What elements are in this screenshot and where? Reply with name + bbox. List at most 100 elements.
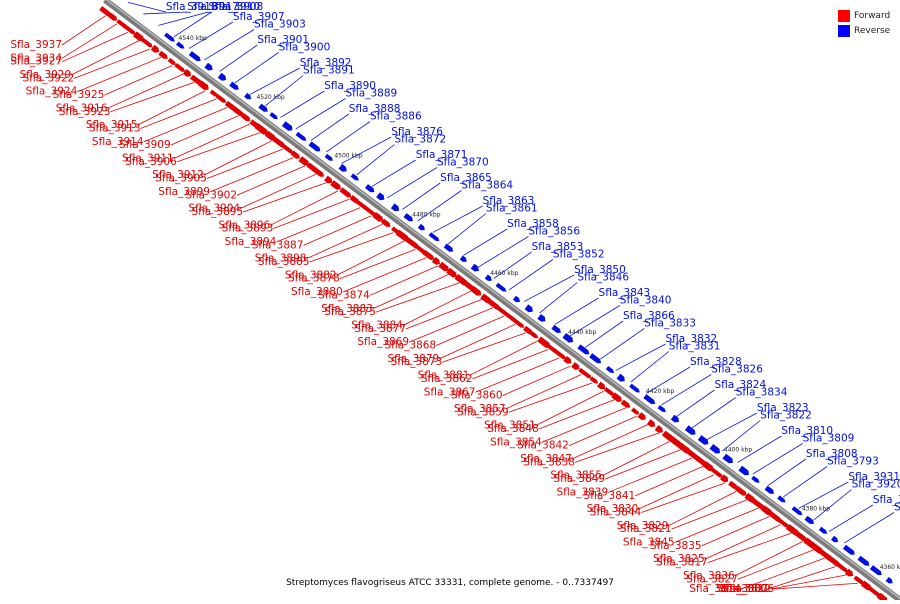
reverse-gene <box>831 535 839 543</box>
reverse-gene-label: Sfla_3808 <box>806 448 858 460</box>
reverse-leader-line <box>706 412 758 440</box>
forward-leader-line <box>77 56 162 93</box>
forward-gene <box>249 119 259 128</box>
forward-gene-label: Sfla_3862 <box>421 373 473 385</box>
forward-gene <box>844 568 854 577</box>
reverse-leader-line <box>737 435 782 463</box>
forward-gene-label: Sfla_3821 <box>620 523 672 535</box>
forward-leader-line <box>110 81 195 113</box>
forward-gene <box>324 175 333 184</box>
reverse-gene <box>484 274 492 281</box>
forward-gene-label: Sfla_3880 <box>291 286 343 298</box>
reverse-leader-line <box>188 21 234 49</box>
forward-gene <box>720 474 729 483</box>
reverse-gene <box>842 544 855 555</box>
reverse-leader-line <box>508 259 554 291</box>
reverse-leader-line <box>554 297 599 325</box>
forward-leader-line <box>61 15 106 46</box>
reverse-gene-label: Sfla_3850 <box>574 264 626 276</box>
forward-gene-label: Sfla_3929 <box>19 69 71 81</box>
forward-leader-line <box>309 232 394 263</box>
forward-gene <box>107 12 118 21</box>
forward-gene <box>438 261 449 272</box>
forward-leader-line <box>273 198 350 230</box>
forward-gene-label: Sfla_3855 <box>550 470 602 482</box>
reverse-gene <box>217 72 226 81</box>
forward-leader-line <box>176 132 261 163</box>
forward-gene <box>744 492 756 503</box>
forward-gene <box>597 381 606 390</box>
reverse-gene <box>524 304 533 313</box>
forward-gene-label: Sfla_3836 <box>683 570 735 582</box>
reverse-leader-line <box>844 512 895 544</box>
forward-gene <box>860 580 872 591</box>
reverse-leader-line <box>615 343 666 371</box>
reverse-gene <box>629 383 640 393</box>
reverse-gene-label: Sfla_3846 <box>577 272 629 284</box>
reverse-leader-line <box>600 328 645 360</box>
coordinate-label: 4380 kbp <box>802 505 830 512</box>
forward-leader-line <box>538 399 615 430</box>
reverse-gene <box>188 51 201 62</box>
forward-gene <box>654 425 663 433</box>
reverse-gene <box>338 163 347 172</box>
forward-leader-line <box>206 148 283 179</box>
reverse-leader-line <box>143 11 188 15</box>
forward-gene <box>631 407 640 415</box>
reverse-gene <box>537 314 546 322</box>
forward-gene-label: Sfla_3842 <box>517 440 569 452</box>
reverse-gene-label: Sfla_3863 <box>483 195 535 207</box>
forward-gene <box>485 297 500 310</box>
forward-gene-label: Sfla_3857 <box>454 403 506 415</box>
forward-gene <box>167 57 177 65</box>
reverse-gene <box>403 213 413 222</box>
forward-leader-line <box>734 541 803 577</box>
reverse-gene-label: Sfla_3919 <box>894 502 900 514</box>
reverse-leader-line <box>356 144 395 176</box>
legend-forward-label: Forward <box>854 10 891 21</box>
reverse-leader-line <box>371 159 416 187</box>
reverse-gene-label: Sfla_3810 <box>781 425 833 437</box>
reverse-gene-label: Sfla_3900 <box>279 42 331 54</box>
forward-gene-label: Sfla_3817 <box>656 557 708 569</box>
forward-gene <box>339 187 352 198</box>
forward-gene <box>603 387 615 396</box>
reverse-gene <box>577 344 590 355</box>
forward-gene <box>395 229 409 241</box>
forward-leader-line <box>472 349 549 380</box>
forward-leader-line <box>571 424 648 460</box>
forward-gene-label: Sfla_3914 <box>92 136 144 148</box>
reverse-gene <box>376 192 385 201</box>
forward-leader-line <box>61 23 117 59</box>
forward-leader-line <box>74 48 151 79</box>
coordinate-label: 4520 kbp <box>256 94 284 101</box>
forward-leader-line <box>70 40 140 76</box>
forward-gene-label: Sfla_3882 <box>285 269 337 281</box>
reverse-leader-line <box>432 205 483 233</box>
reverse-gene-label: Sfla_3843 <box>599 287 651 299</box>
forward-gene-label: Sfla_3925 <box>53 89 105 101</box>
forward-gene-label: Sfla_3881 <box>418 370 470 382</box>
forward-gene <box>578 367 592 379</box>
reverse-leader-line <box>447 213 487 245</box>
genome-backbone-highlight <box>105 0 900 600</box>
reverse-gene <box>709 444 721 454</box>
reverse-leader-line <box>767 458 807 486</box>
forward-gene-label: Sfla_3879 <box>388 353 440 365</box>
forward-gene-label: Sfla_3885 <box>258 256 310 268</box>
forward-gene-label: Sfla_3874 <box>318 289 370 301</box>
forward-gene-label: Sfla_3827 <box>686 573 738 585</box>
forward-leader-line <box>137 90 206 126</box>
reverse-gene-label: Sfla_3858 <box>507 218 559 230</box>
coordinate-label: 4400 kbp <box>724 447 752 454</box>
forward-gene-label: Sfla_3812 <box>719 583 771 595</box>
forward-gene-label: Sfla_3922 <box>23 72 75 84</box>
reverse-gene <box>657 405 666 413</box>
reverse-leader-line <box>341 136 392 164</box>
forward-gene <box>356 200 367 209</box>
forward-leader-line <box>508 382 593 413</box>
forward-leader-line <box>604 449 682 480</box>
reverse-leader-line <box>676 389 715 417</box>
forward-gene <box>702 461 714 471</box>
forward-gene <box>778 518 790 528</box>
